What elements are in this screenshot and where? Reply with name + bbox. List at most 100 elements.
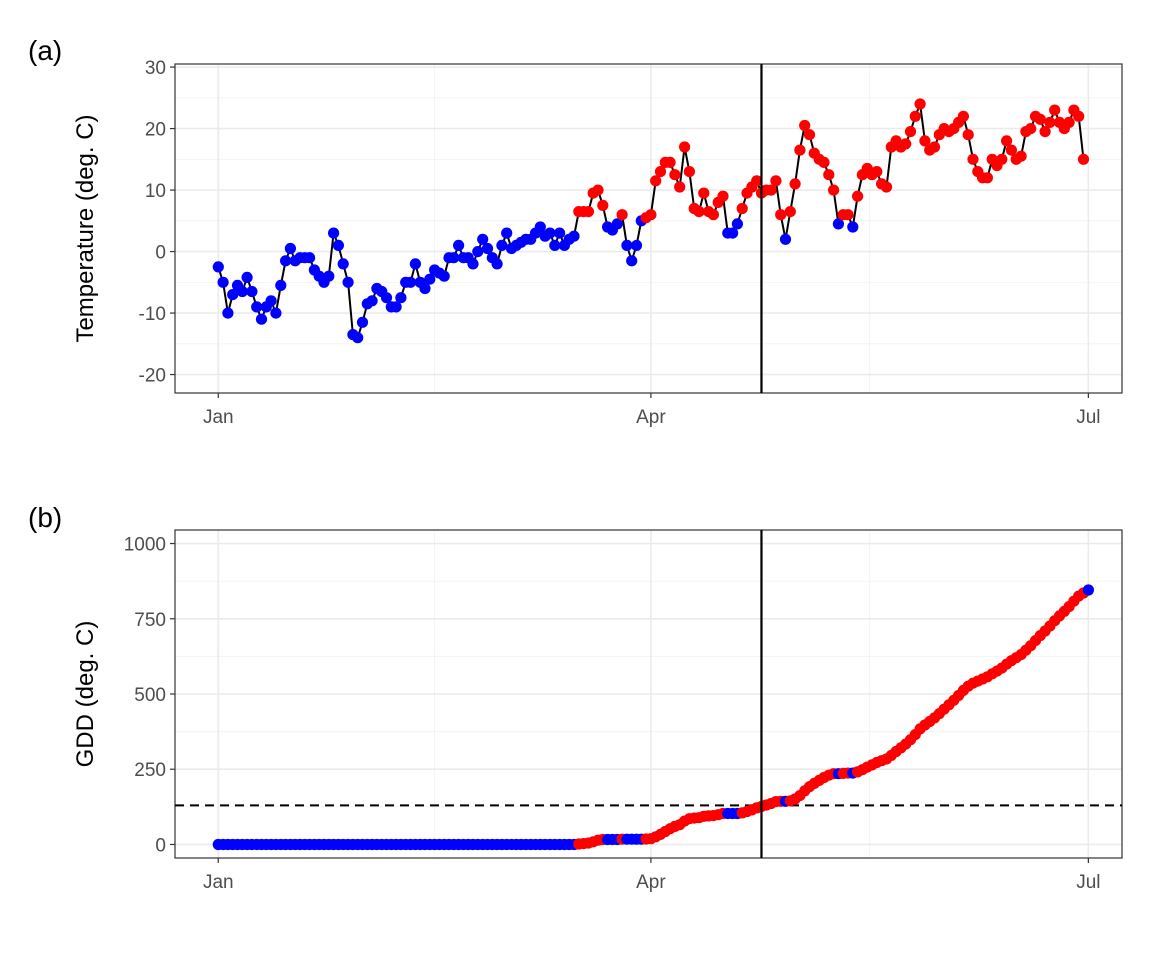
data-point (337, 258, 349, 270)
x-tick-label: Jan (203, 407, 234, 428)
data-point (467, 258, 479, 270)
data-point (597, 199, 609, 211)
data-point (847, 221, 859, 233)
y-tick-label: 500 (134, 685, 166, 706)
data-point (727, 227, 739, 239)
data-point (852, 190, 864, 202)
data-point (996, 153, 1008, 165)
data-point (630, 239, 643, 251)
data-point (1049, 104, 1061, 116)
gridlines (175, 530, 1122, 858)
data-point (356, 316, 369, 328)
data-points (212, 98, 1090, 344)
data-point (227, 289, 239, 301)
panel-a: (a) -20 -10 0 10 20 30 Jan Apr Jul Temperature (de… (28, 35, 1123, 428)
data-point (328, 227, 340, 239)
data-point (789, 178, 801, 190)
data-point (404, 276, 417, 288)
data-point (765, 184, 777, 196)
data-point (794, 144, 806, 156)
y-tick-label: 750 (134, 610, 166, 631)
data-point (1063, 116, 1075, 128)
data-point (212, 261, 224, 273)
data-point (380, 292, 393, 304)
data-point (270, 307, 282, 319)
data-point (332, 239, 344, 251)
y-tick-label: 10 (145, 181, 166, 202)
data-point (775, 209, 787, 221)
data-point (611, 218, 623, 230)
x-tick-label: Jul (1076, 872, 1100, 893)
data-point (683, 166, 696, 178)
data-point (251, 301, 263, 313)
data-point (957, 110, 970, 122)
data-point (419, 282, 431, 295)
data-point (352, 332, 364, 344)
data-point (453, 239, 465, 251)
data-point (828, 184, 840, 196)
y-tick-label: 250 (134, 760, 166, 781)
data-point (679, 141, 691, 153)
data-point (472, 246, 484, 258)
data-point (900, 138, 912, 150)
data-point (496, 239, 508, 251)
data-point (366, 295, 378, 307)
data-point (1015, 150, 1027, 162)
y-tick-label: -10 (139, 304, 166, 325)
panel-label: (b) (28, 502, 62, 533)
data-point (448, 252, 460, 264)
y-axis-label: GDD (deg. C) (72, 621, 99, 768)
data-point (544, 227, 556, 239)
data-point (217, 276, 229, 288)
data-point (323, 270, 335, 282)
data-point (962, 129, 974, 141)
data-point (967, 153, 979, 165)
x-tick-label: Jan (203, 872, 234, 893)
data-point (1005, 144, 1018, 156)
data-point (731, 218, 744, 230)
data-point (554, 227, 566, 239)
data-point (654, 166, 667, 178)
data-point (390, 301, 402, 313)
data-point (770, 175, 782, 187)
data-point (842, 209, 854, 221)
data-point (818, 156, 830, 168)
plot-frame (174, 63, 1123, 394)
data-point (928, 141, 941, 153)
data-point (616, 209, 628, 221)
data-point (534, 221, 546, 233)
data-point (424, 273, 436, 285)
data-point (592, 184, 604, 196)
data-point (871, 166, 883, 178)
data-point (255, 313, 268, 325)
data-point (1039, 126, 1051, 138)
data-point (284, 242, 296, 255)
data-point (664, 156, 676, 168)
y-tick-label: 0 (155, 835, 166, 856)
data-point (674, 181, 686, 193)
data-point (626, 255, 638, 267)
data-point (568, 230, 580, 242)
y-tick-label: -20 (139, 366, 166, 387)
data-point (1077, 153, 1090, 165)
data-point (438, 270, 450, 282)
data-point (717, 190, 729, 202)
data-point (280, 255, 292, 267)
data-point (1073, 110, 1085, 122)
data-point (304, 252, 316, 264)
data-point (981, 172, 994, 184)
data-point (501, 227, 513, 239)
data-point (342, 276, 354, 288)
data-point (481, 242, 494, 255)
data-point (698, 187, 710, 199)
gridlines (175, 64, 1122, 393)
data-point (409, 258, 421, 270)
panel-label: (a) (28, 35, 62, 66)
y-tick-label: 20 (145, 120, 166, 141)
x-tick-label: Jul (1076, 407, 1100, 428)
data-point (241, 271, 253, 283)
data-point (693, 206, 705, 218)
data-point (1001, 135, 1013, 147)
data-point (222, 307, 234, 319)
